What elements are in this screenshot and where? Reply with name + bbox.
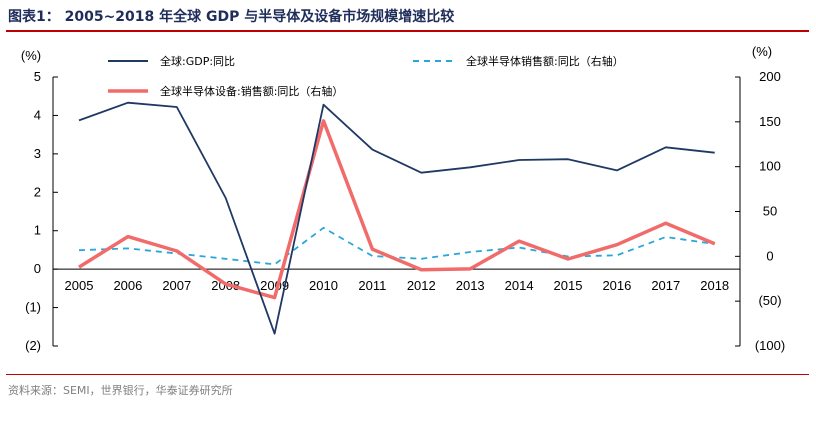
x-axis-tick-label: 2018 bbox=[700, 278, 729, 293]
x-axis-tick-label: 2005 bbox=[65, 278, 94, 293]
x-axis-tick-label: 2010 bbox=[309, 278, 338, 293]
x-axis-tick-label: 2011 bbox=[358, 278, 386, 293]
left-axis-tick-label: 3 bbox=[34, 146, 41, 161]
right-axis-tick-label: 50 bbox=[763, 204, 777, 219]
left-axis-tick-label: (2) bbox=[25, 338, 41, 353]
right-axis-tick-label: 0 bbox=[766, 248, 773, 263]
left-axis-tick-label: 1 bbox=[34, 223, 41, 238]
right-axis-tick-label: 150 bbox=[759, 114, 781, 129]
left-axis-tick-label: (1) bbox=[25, 300, 41, 315]
x-axis-tick-label: 2006 bbox=[113, 278, 142, 293]
x-axis-tick-label: 2012 bbox=[407, 278, 436, 293]
x-axis-tick-label: 2007 bbox=[162, 278, 191, 293]
x-axis-tick-label: 2013 bbox=[456, 278, 485, 293]
right-axis-tick-label: (50) bbox=[758, 293, 781, 308]
right-axis-unit: (%) bbox=[752, 44, 772, 59]
x-axis-tick-label: 2016 bbox=[602, 278, 631, 293]
source-note: 资料来源：SEMI，世界银行，华泰证券研究所 bbox=[8, 384, 233, 397]
right-axis-tick-label: 200 bbox=[759, 69, 781, 84]
source-rule bbox=[6, 374, 809, 375]
x-axis-tick-label: 2014 bbox=[505, 278, 534, 293]
right-axis-tick-label: 100 bbox=[759, 159, 781, 174]
x-axis-tick-label: 2017 bbox=[651, 278, 680, 293]
chart-title: 图表1： 2005~2018 年全球 GDP 与半导体及设备市场规模增速比较 bbox=[8, 9, 455, 25]
series-line-equip bbox=[78, 119, 716, 300]
left-axis-tick-label: 5 bbox=[34, 69, 41, 84]
series-line-semi bbox=[78, 226, 715, 266]
x-axis-tick-label: 2015 bbox=[554, 278, 583, 293]
legend-label-equip: 全球半导体设备:销售额:同比（右轴） bbox=[160, 84, 343, 98]
x-axis-tick-label: 2009 bbox=[260, 278, 289, 293]
left-axis-tick-label: 4 bbox=[34, 107, 41, 122]
left-axis-unit: (%) bbox=[21, 48, 41, 63]
left-axis-tick-label: 2 bbox=[34, 184, 41, 199]
series-line-gdp bbox=[78, 101, 715, 335]
right-axis-tick-label: (100) bbox=[755, 338, 785, 353]
legend-label-gdp: 全球:GDP:同比 bbox=[160, 54, 235, 68]
title-rule bbox=[6, 30, 809, 32]
left-axis-tick-label: 0 bbox=[34, 261, 41, 276]
legend-label-semi: 全球半导体销售额:同比（右轴） bbox=[466, 54, 624, 68]
